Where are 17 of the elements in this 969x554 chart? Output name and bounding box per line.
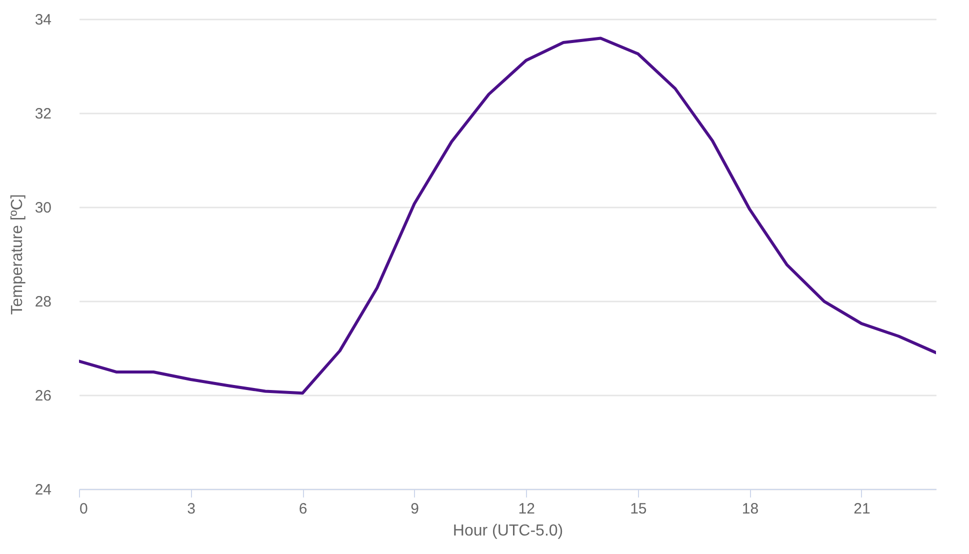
x-tick-label: 12	[518, 500, 535, 518]
x-tick-label: 15	[630, 500, 647, 518]
x-tick-label: 0	[80, 500, 88, 518]
y-tick-label: 28	[34, 294, 52, 310]
x-tick-label: 9	[410, 500, 420, 518]
y-tick-label: 26	[34, 388, 52, 404]
line-series	[79, 36, 936, 395]
y-tick-label: 34	[34, 12, 52, 28]
x-tick-label: 18	[742, 500, 759, 518]
y-axis-title: Temperature [ºC]	[8, 194, 26, 315]
x-tick-label: 6	[298, 500, 308, 518]
y-tick-label: 32	[34, 106, 52, 122]
y-tick-label: 24	[34, 482, 52, 498]
y-tick-label: 30	[34, 200, 52, 216]
x-axis-title: Hour (UTC-5.0)	[452, 522, 564, 540]
x-tick-label: 21	[854, 500, 870, 518]
x-tick-label: 3	[187, 500, 196, 518]
